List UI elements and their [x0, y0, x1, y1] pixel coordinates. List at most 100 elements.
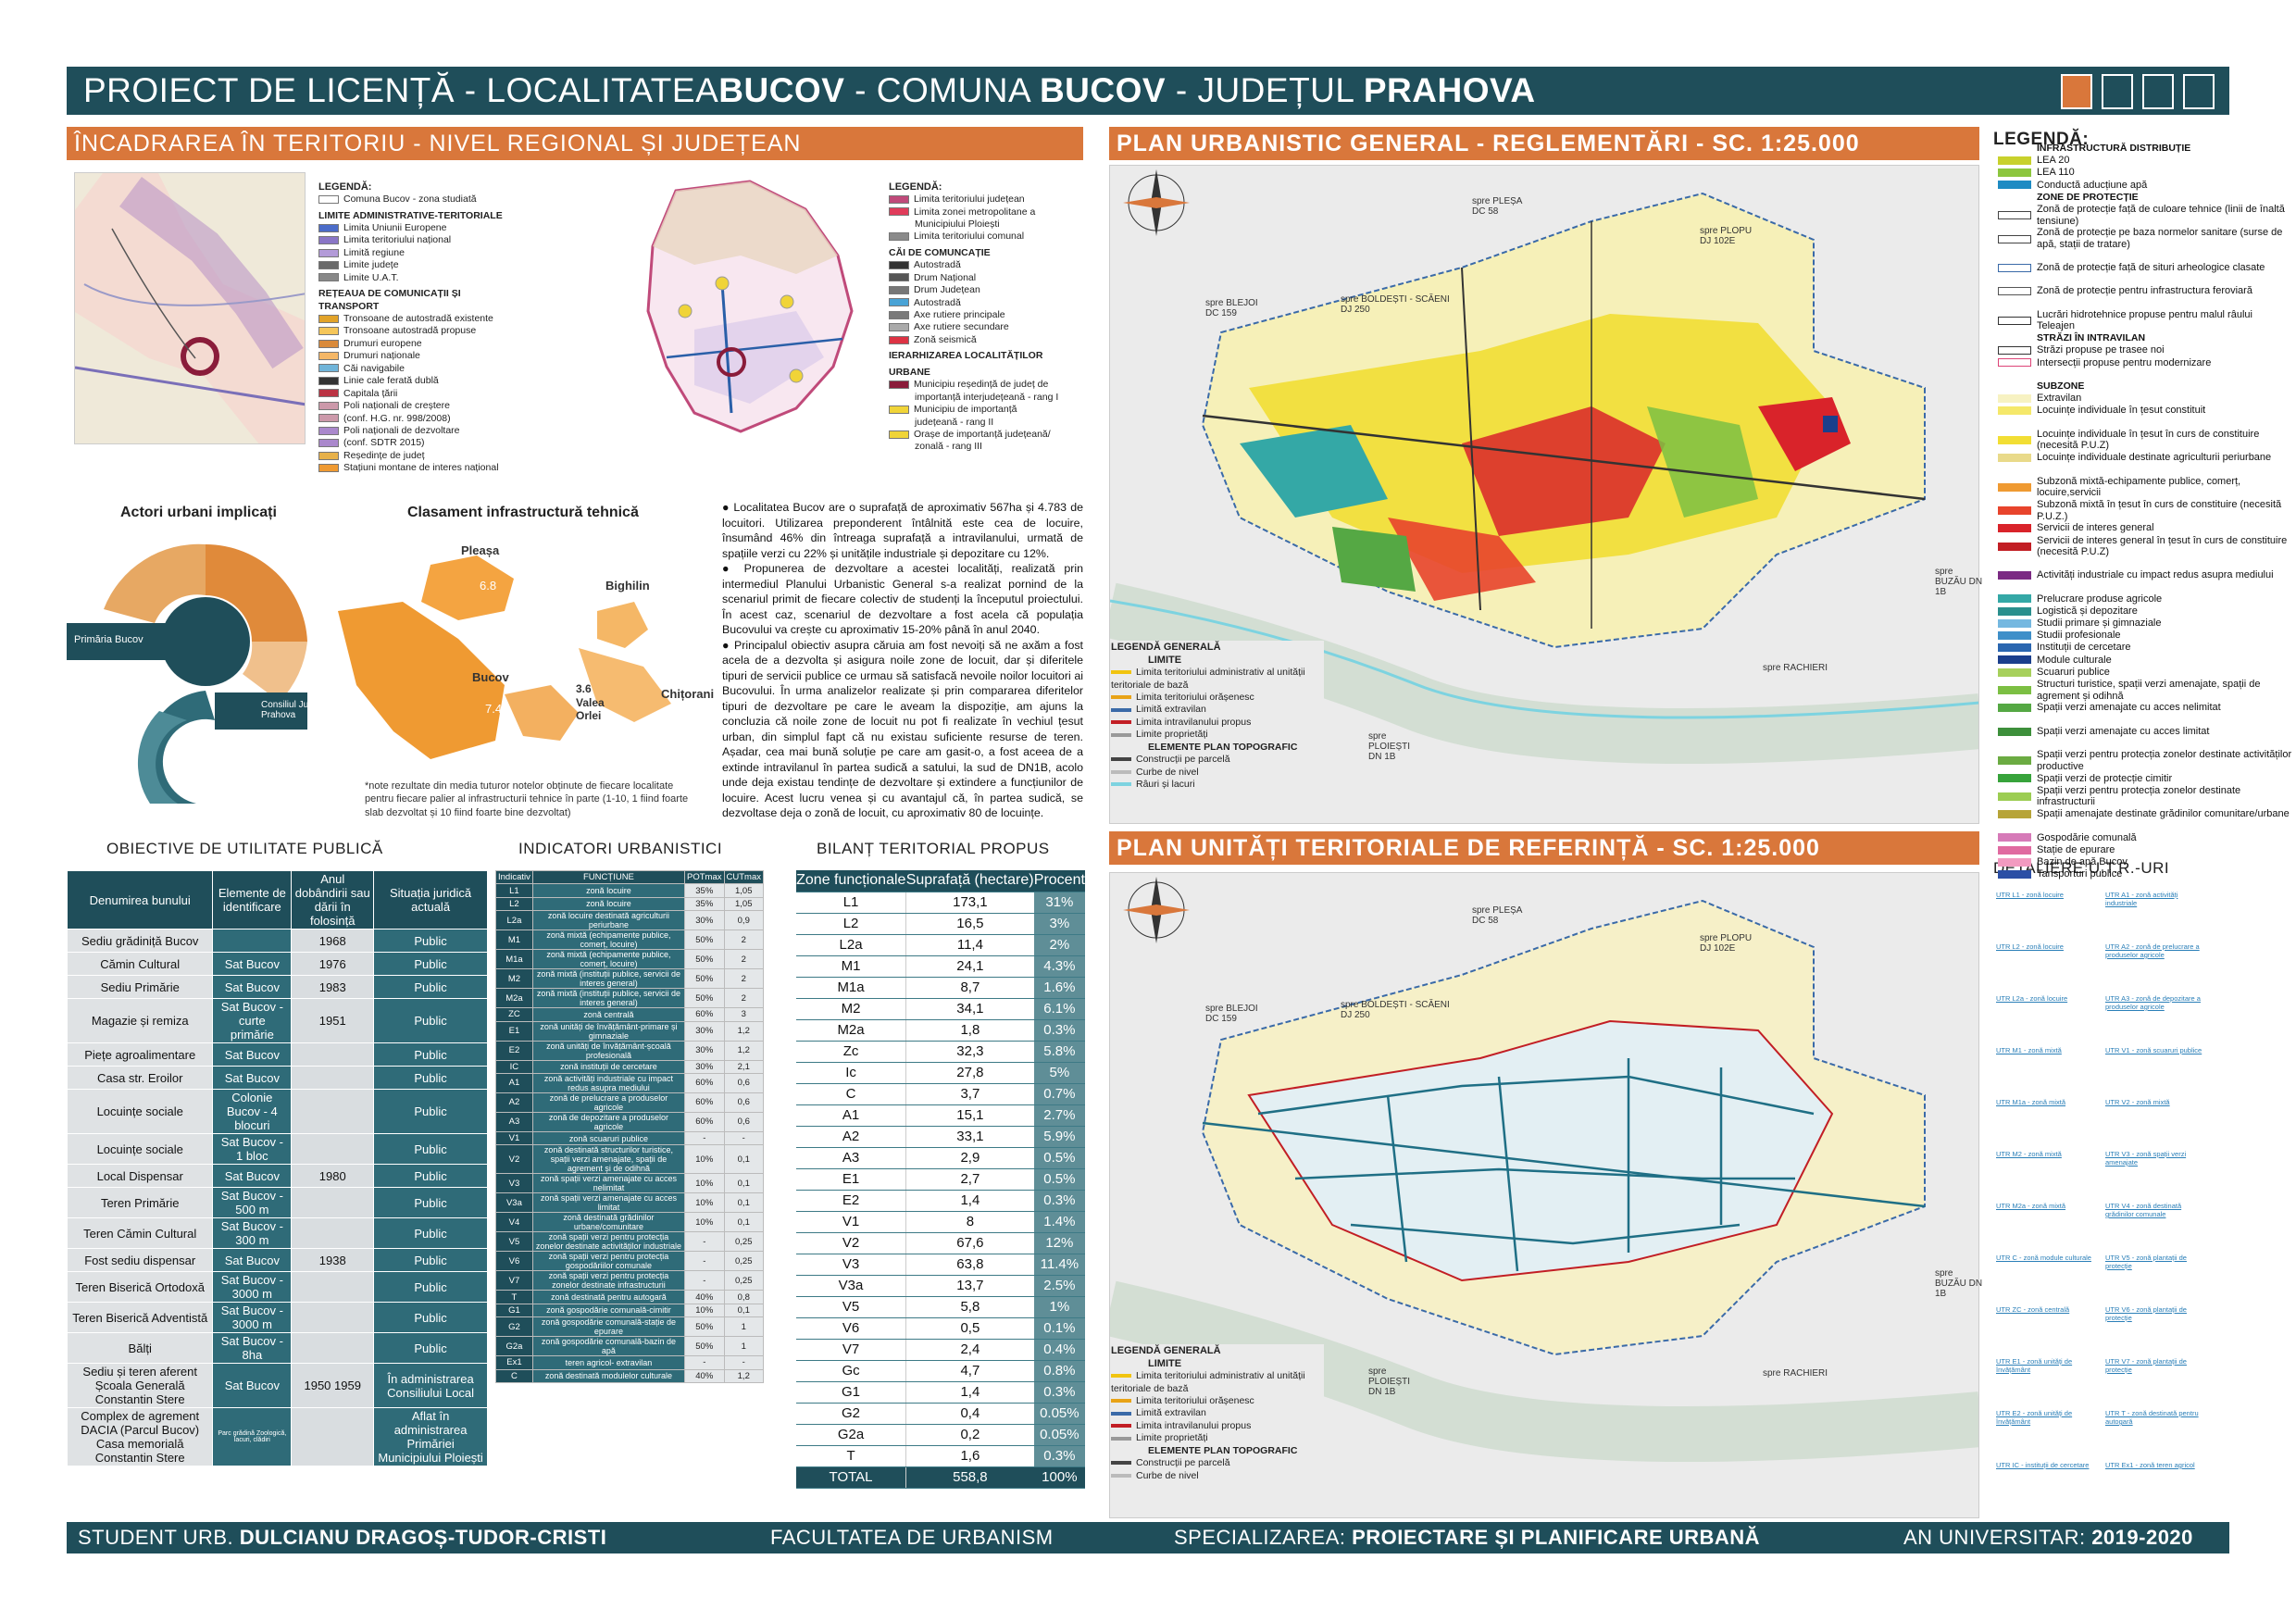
- clasament-map: [338, 555, 671, 759]
- indicatori-cell: zonă destinată grădinilor urbane/comunit…: [531, 1212, 686, 1233]
- indicatori-cell: 2: [723, 949, 765, 970]
- legend-item: Zonă de protecție față de culoare tehnic…: [1998, 204, 2292, 227]
- table-row: Magazie și remiza Sat Bucov - curte primă…: [66, 998, 488, 1043]
- legend-swatch: [1998, 668, 2031, 677]
- leg1-swatch: [318, 376, 339, 385]
- indicatori-cell: 10%: [684, 1144, 725, 1175]
- legend-item: Spații verzi amenajate cu acces limitat: [1998, 726, 2292, 738]
- footer-student-label: STUDENT URB.: [78, 1526, 240, 1549]
- bilant-cell: 1,4: [905, 1381, 1034, 1404]
- bilant-cell: 34,1: [905, 998, 1034, 1020]
- indicatori-cell: 2,1: [723, 1059, 765, 1074]
- bilant-cell: 27,8: [905, 1062, 1034, 1084]
- table-row: M1 zonă mixtă (echipamente publice, comer…: [495, 930, 765, 951]
- bilant-cell: 16,5: [905, 913, 1034, 935]
- leg1-swatch: [318, 451, 339, 460]
- title-b2: BUCOV: [1039, 71, 1167, 109]
- leg1-item: Limite județe: [318, 259, 504, 271]
- obiective-cell: Sat Bucov - 8ha: [212, 1332, 293, 1364]
- legend-item: Spații amenajate destinate grădinilor co…: [1998, 808, 2292, 820]
- table-row: M1 24,1 4.3%: [796, 955, 1085, 978]
- obiective-cell: [212, 929, 293, 953]
- obiective-cell: Sat Bucov: [212, 1042, 293, 1067]
- obiective-cell: Colonie Bucov - 4 blocuri: [212, 1089, 293, 1134]
- indicatori-cell: 2: [723, 968, 765, 990]
- obiective-cell: Public: [373, 1089, 488, 1134]
- obiective-cell: Public: [373, 1217, 488, 1249]
- obiective-cell: Teren Primărie: [66, 1187, 214, 1218]
- indicatori-cell: -: [684, 1231, 725, 1253]
- legend-item: Zonă de protecție pe baza normelor sanit…: [1998, 227, 2292, 250]
- legend-text: ZONE DE PROTECȚIE: [2037, 191, 2139, 203]
- legend-text: Subzonă mixtă în țesut în curs de consti…: [2037, 499, 2282, 522]
- indicatori-cell: -: [684, 1130, 725, 1146]
- legend-swatch: [1998, 346, 2031, 356]
- legend-text: SUBZONE: [2037, 381, 2085, 392]
- utr-entry: UTR A2 - zonă de prelucrare a produselor…: [2105, 942, 2200, 959]
- indicatori-cell: V1: [495, 1130, 533, 1146]
- indicatori-cell: zonă destinată modulelor culturale: [531, 1368, 686, 1383]
- bilant-table: Zone funcționale Suprafață (hectare) Proce…: [796, 870, 1085, 1489]
- legend-text: Module culturale: [2037, 654, 2112, 666]
- bilant-cell: 1.4%: [1033, 1211, 1085, 1233]
- legend-swatch: [1998, 358, 2031, 368]
- legGen-item: Limite proprietăți: [1111, 729, 1324, 741]
- clasament-bucov-val: 7.4: [485, 702, 503, 716]
- obiective-cell: Public: [373, 1164, 488, 1188]
- clasament-pleasa-val: 6.8: [480, 579, 497, 593]
- legend-heading: SUBZONE: [1998, 381, 2292, 392]
- leg2-item: IERARHIZAREA LOCALITĂȚILOR: [889, 350, 1083, 362]
- legend-item: Servicii de interes general: [1998, 522, 2292, 534]
- obiective-cell: În administrarea Consiliului Local: [373, 1363, 488, 1408]
- legend-swatch: [1998, 454, 2031, 462]
- obiective-cell: 1951: [291, 998, 375, 1043]
- bilant-cell: A2: [796, 1126, 907, 1148]
- leg1-text: Poli naționali de dezvoltare: [343, 424, 460, 436]
- legGen-text: Râuri și lacuri: [1136, 779, 1195, 791]
- table-row: A1 15,1 2.7%: [796, 1104, 1085, 1127]
- legGen-text: Limita teritoriului administrativ al uni…: [1111, 667, 1305, 691]
- indicatori-cell: A1: [495, 1072, 533, 1093]
- bilant-cell: L2: [796, 913, 907, 935]
- indicatori-header: CUTmax: [723, 869, 765, 885]
- table-row: L2 16,5 3%: [796, 913, 1085, 935]
- obiective-cell: [291, 1187, 375, 1218]
- bilant-cell: L1: [796, 892, 907, 914]
- legGen-item: Râuri și lacuri: [1111, 779, 1324, 791]
- legend-text: Stație de epurare: [2037, 843, 2115, 855]
- leg1-item: Poli naționali de creștere: [318, 400, 504, 412]
- leg2-swatch: [889, 232, 909, 242]
- indicatori-cell: A2: [495, 1092, 533, 1113]
- bilant-cell: 0.05%: [1033, 1403, 1085, 1425]
- legend-item: Module culturale: [1998, 655, 2292, 667]
- obiective-cell: Locuințe sociale: [66, 1089, 214, 1134]
- obiective-cell: 1983: [291, 975, 375, 999]
- indicatori-cell: V3a: [495, 1192, 533, 1214]
- legGen-swatch: [1111, 720, 1131, 725]
- bilant-cell: 5.8%: [1033, 1041, 1085, 1063]
- legend-heading: ZONE DE PROTECȚIE: [1998, 192, 2292, 203]
- legend-text: Subzonă mixtă-echipamente publice, comer…: [2037, 475, 2241, 499]
- bilant-cell: M2a: [796, 1019, 907, 1042]
- legGen2-item: Limita teritoriului administrativ al uni…: [1111, 1370, 1324, 1395]
- indicatori-cell: 2: [723, 988, 765, 1009]
- legend-item: Prelucrare produse agricole: [1998, 593, 2292, 605]
- table-row: Sediu și teren aferent Școala Generală C…: [66, 1363, 488, 1408]
- indicatori-cell: 1: [723, 1336, 765, 1357]
- leg1-item: Căi navigabile: [318, 363, 504, 375]
- utr-label-ploiesti: spre PLOIEȘTI DN 1B: [1368, 1366, 1411, 1397]
- indicatori-cell: zonă spații verzi pentru protecția zonel…: [531, 1231, 686, 1253]
- obiective-cell: Public: [373, 1248, 488, 1272]
- bilant-cell: 1,6: [905, 1445, 1034, 1467]
- indicatori-cell: 0,6: [723, 1072, 765, 1093]
- intro-paragraph-3: ● Principalul obiectiv asupra căruia am …: [722, 638, 1083, 820]
- leg2-item: zonală - rang III: [889, 441, 1083, 453]
- table-row: G1 1,4 0.3%: [796, 1381, 1085, 1404]
- indicatori-cell: 10%: [684, 1192, 725, 1214]
- obiective-cell: Sat Bucov: [212, 1164, 293, 1188]
- leg1-swatch: [318, 236, 339, 245]
- legend-swatch: [1998, 606, 2031, 616]
- indicatori-cell: 50%: [684, 988, 725, 1009]
- obiective-cell: Public: [373, 1271, 488, 1303]
- bilant-cell: 2.5%: [1033, 1275, 1085, 1297]
